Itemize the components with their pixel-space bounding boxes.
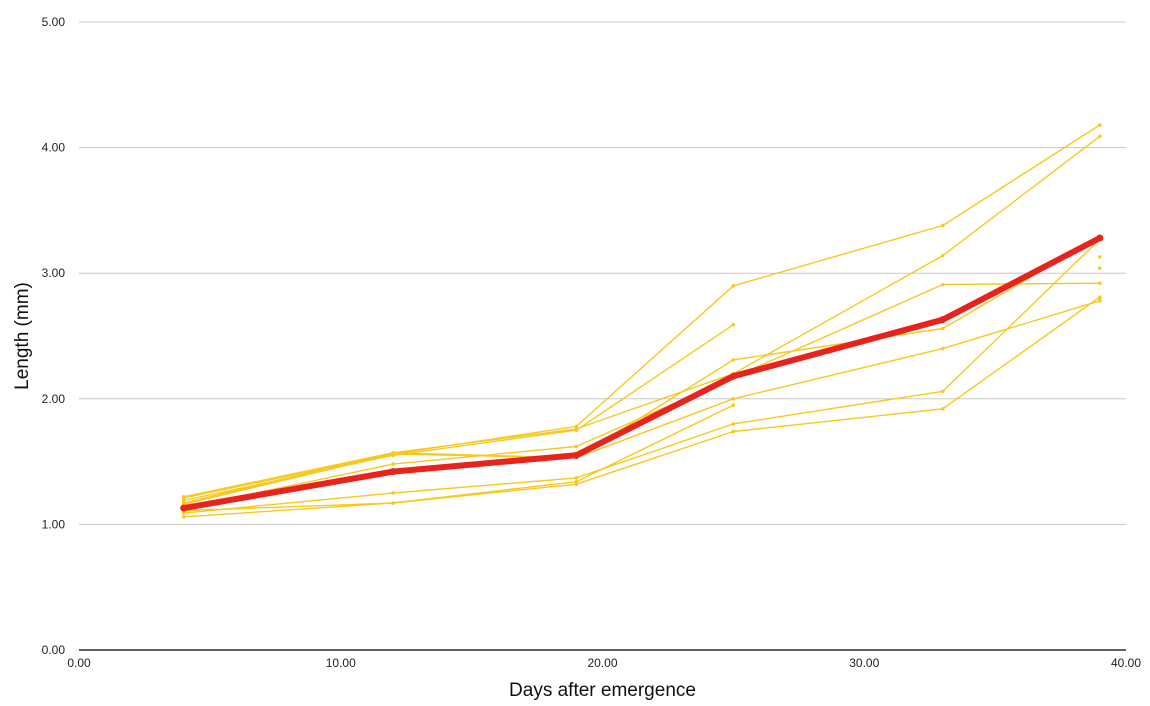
series-line-9 xyxy=(183,404,734,512)
series-line-8 xyxy=(183,324,734,502)
mean-series xyxy=(180,234,1104,512)
mean-point xyxy=(572,451,580,459)
y-tick-label: 4.00 xyxy=(42,141,66,155)
series-point xyxy=(574,424,579,429)
mean-point xyxy=(939,316,947,324)
series-line-7 xyxy=(183,296,1101,518)
y-tick-label: 5.00 xyxy=(42,15,66,29)
series-point xyxy=(181,498,186,503)
mean-point xyxy=(729,372,737,380)
series-point xyxy=(940,326,945,331)
y-tick-label: 3.00 xyxy=(42,266,66,280)
series-point xyxy=(391,491,395,495)
x-tick-label: 0.00 xyxy=(67,656,91,670)
series-line-6 xyxy=(183,238,1101,514)
series-point xyxy=(574,428,579,433)
series-point xyxy=(940,346,945,351)
series-point xyxy=(940,389,945,394)
y-tick-label: 0.00 xyxy=(42,643,66,657)
series-point xyxy=(731,322,736,327)
series-point xyxy=(574,482,579,487)
series-point xyxy=(1098,266,1102,270)
individual-series xyxy=(181,123,1102,519)
series-point xyxy=(1098,134,1102,139)
mean-point xyxy=(180,504,188,512)
y-tick-label: 1.00 xyxy=(42,517,66,531)
series-point xyxy=(574,476,579,480)
series-point xyxy=(940,253,945,258)
series-point xyxy=(574,444,579,449)
y-tick-label: 2.00 xyxy=(42,392,66,406)
series-point xyxy=(181,494,186,499)
y-tick-labels: 0.00 1.00 2.00 3.00 4.00 5.00 xyxy=(42,15,66,657)
series-point xyxy=(1098,299,1102,303)
series-point xyxy=(1098,281,1102,286)
series-point xyxy=(1098,123,1102,127)
x-tick-label: 10.00 xyxy=(326,656,356,670)
series-line-4 xyxy=(183,282,1100,509)
series-line-3 xyxy=(183,236,1101,498)
mean-point xyxy=(1096,234,1104,242)
gridlines xyxy=(79,21,1126,525)
series-point xyxy=(731,429,736,434)
x-tick-label: 30.00 xyxy=(849,656,879,670)
series-point xyxy=(1098,255,1102,259)
series-point xyxy=(731,422,736,426)
series-point xyxy=(731,358,736,362)
y-axis-title: Length (mm) xyxy=(12,282,33,390)
series-point xyxy=(574,479,579,484)
series-point xyxy=(940,282,945,287)
x-tick-label: 20.00 xyxy=(587,656,617,670)
series-point xyxy=(181,511,186,515)
series-line-2 xyxy=(183,135,1101,504)
x-tick-labels: 0.00 10.00 20.00 30.00 40.00 xyxy=(67,656,1141,670)
x-tick-label: 40.00 xyxy=(1111,656,1141,670)
mean-line xyxy=(180,235,1103,512)
series-point xyxy=(391,501,395,505)
series-point xyxy=(731,283,736,288)
mean-point xyxy=(389,468,397,476)
series-point xyxy=(1098,296,1102,301)
x-axis-title: Days after emergence xyxy=(509,680,696,701)
series-point xyxy=(391,462,395,466)
series-point xyxy=(731,403,736,407)
series-point xyxy=(940,407,945,411)
series-point xyxy=(940,223,945,228)
series-point xyxy=(181,515,186,519)
series-point xyxy=(731,397,736,401)
series-line-5 xyxy=(183,300,1101,505)
series-point xyxy=(391,453,395,458)
